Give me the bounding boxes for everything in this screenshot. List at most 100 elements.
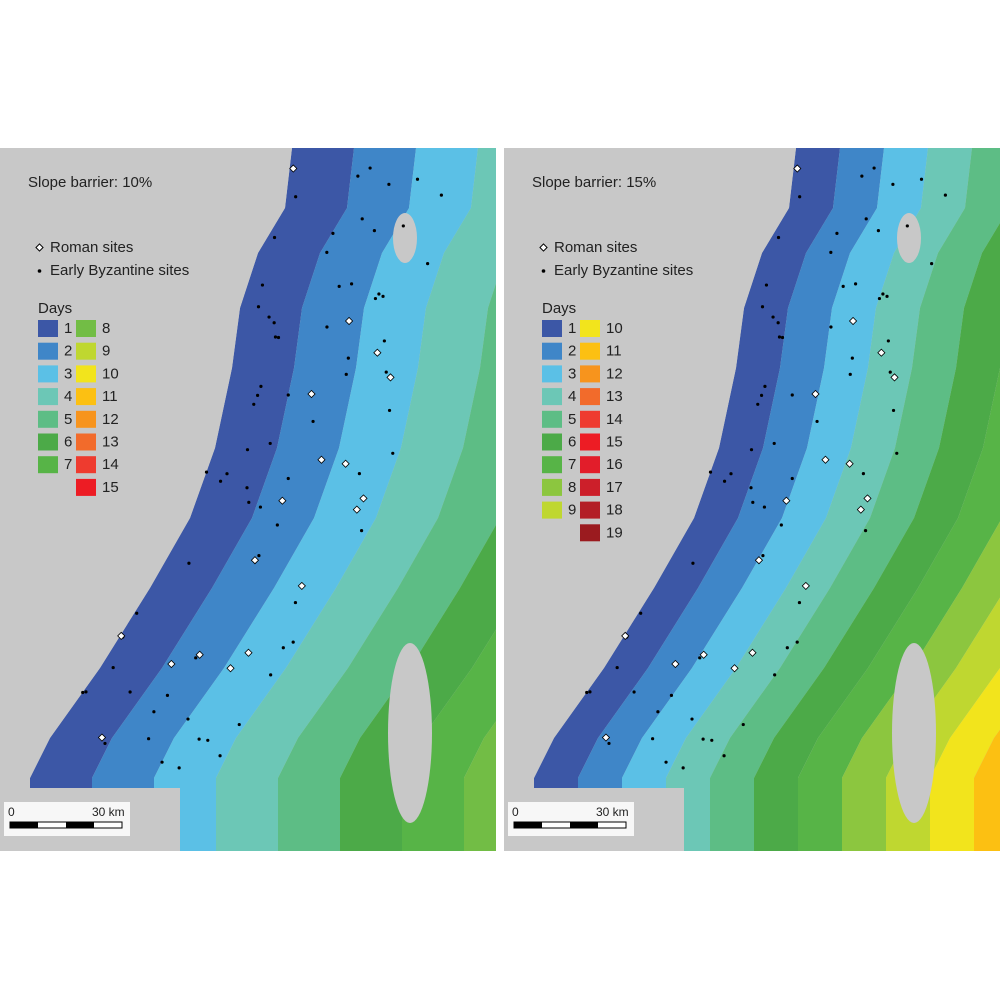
- roman-site: [317, 455, 326, 464]
- legend-label: 16: [606, 456, 623, 473]
- travel-zone: [578, 148, 884, 851]
- byzantine-site: [291, 640, 295, 644]
- byzantine-site: [391, 451, 395, 455]
- byzantine-site: [632, 690, 636, 694]
- legend-swatch: [580, 478, 600, 496]
- legend-label: 14: [606, 411, 623, 428]
- legend-swatch: [542, 501, 562, 519]
- legend-swatch: [76, 478, 96, 496]
- legend-label: Early Byzantine sites: [50, 262, 189, 279]
- byzantine-site: [919, 177, 924, 181]
- roman-site: [250, 556, 260, 565]
- legend-swatch: [542, 410, 562, 428]
- scale-segment: [66, 822, 94, 828]
- legend-swatch: [76, 433, 96, 451]
- legend-swatch: [542, 478, 562, 496]
- legend-label: 10: [102, 365, 119, 382]
- roman-site: [811, 389, 820, 399]
- byzantine-site: [337, 284, 341, 288]
- byzantine-site: [798, 195, 802, 199]
- byzantine-site: [848, 372, 852, 376]
- roman-site: [373, 348, 382, 357]
- byzantine-site: [245, 448, 250, 452]
- byzantine-site: [863, 528, 868, 533]
- legend-label: 19: [606, 524, 623, 541]
- byzantine-site: [103, 741, 107, 746]
- byzantine-site: [357, 472, 362, 476]
- byzantine-site: [325, 250, 329, 254]
- byzantine-site: [607, 741, 611, 746]
- byzantine-site: [165, 693, 170, 697]
- byzantine-site: [795, 640, 799, 644]
- byzantine-site: [776, 321, 780, 325]
- byzantine-site: [152, 710, 156, 714]
- roman-site: [195, 650, 204, 659]
- byzantine-site: [382, 339, 386, 343]
- byzantine-site: [160, 760, 164, 764]
- legend-label: 18: [606, 502, 623, 519]
- byzantine-site: [225, 472, 229, 476]
- travel-zone: [798, 148, 1000, 851]
- byzantine-site: [111, 665, 115, 670]
- byzantine-site: [84, 690, 88, 694]
- byzantine-site: [585, 690, 589, 695]
- roman-site: [848, 316, 858, 326]
- legend-swatch: [38, 410, 58, 428]
- roman-site: [621, 631, 630, 641]
- byzantine-site: [128, 690, 132, 694]
- byzantine-site: [237, 722, 241, 727]
- byzantine-site: [756, 402, 760, 406]
- byzantine-site: [147, 737, 151, 741]
- legend-label: 12: [102, 411, 119, 428]
- byzantine-site: [656, 710, 660, 714]
- legend-label: 14: [102, 456, 119, 473]
- legend-swatch: [542, 456, 562, 474]
- byzantine-symbol: [37, 269, 42, 273]
- byzantine-site: [886, 339, 890, 343]
- byzantine-site: [943, 193, 947, 197]
- byzantine-site: [651, 737, 655, 741]
- byzantine-site: [860, 174, 864, 178]
- byzantine-site: [311, 419, 315, 424]
- byzantine-site: [930, 262, 934, 266]
- byzantine-site: [776, 235, 781, 240]
- byzantine-site: [439, 193, 443, 197]
- byzantine-site: [835, 231, 839, 235]
- travel-zone: [666, 148, 972, 851]
- legend-label: 15: [102, 479, 119, 496]
- legend-swatch: [542, 365, 562, 383]
- byzantine-site: [771, 315, 775, 319]
- byzantine-site: [669, 693, 674, 697]
- byzantine-site: [905, 224, 909, 228]
- byzantine-site: [639, 611, 643, 615]
- byzantine-site: [194, 656, 198, 660]
- legend-label: 11: [102, 388, 118, 405]
- byzantine-site: [218, 754, 222, 758]
- byzantine-site: [255, 393, 260, 398]
- travel-zone: [754, 148, 1000, 851]
- dead-sea: [892, 643, 936, 823]
- scale-label: 0: [512, 805, 519, 819]
- roman-site: [782, 496, 791, 505]
- legend-label: 7: [568, 456, 576, 473]
- byzantine-site: [780, 335, 785, 340]
- byzantine-site: [293, 600, 298, 605]
- byzantine-site: [372, 229, 377, 233]
- legend-label: 15: [606, 433, 623, 450]
- byzantine-site: [269, 673, 273, 677]
- byzantine-site: [276, 335, 281, 340]
- roman-site: [352, 505, 361, 514]
- scale-segment: [10, 822, 38, 828]
- map-panel: Slope barrier: 10% Roman sites Early Byzan…: [0, 148, 496, 851]
- legend-swatch: [38, 433, 58, 451]
- legend-label: 11: [606, 343, 622, 360]
- byzantine-site: [267, 315, 271, 319]
- byzantine-site: [751, 500, 755, 504]
- travel-zone: [278, 148, 496, 851]
- legend-swatch: [580, 320, 600, 337]
- byzantine-site: [691, 561, 695, 565]
- byzantine-site: [772, 441, 776, 446]
- byzantine-site: [760, 305, 765, 309]
- legend-swatch: [580, 524, 600, 542]
- legend-swatch: [580, 388, 600, 406]
